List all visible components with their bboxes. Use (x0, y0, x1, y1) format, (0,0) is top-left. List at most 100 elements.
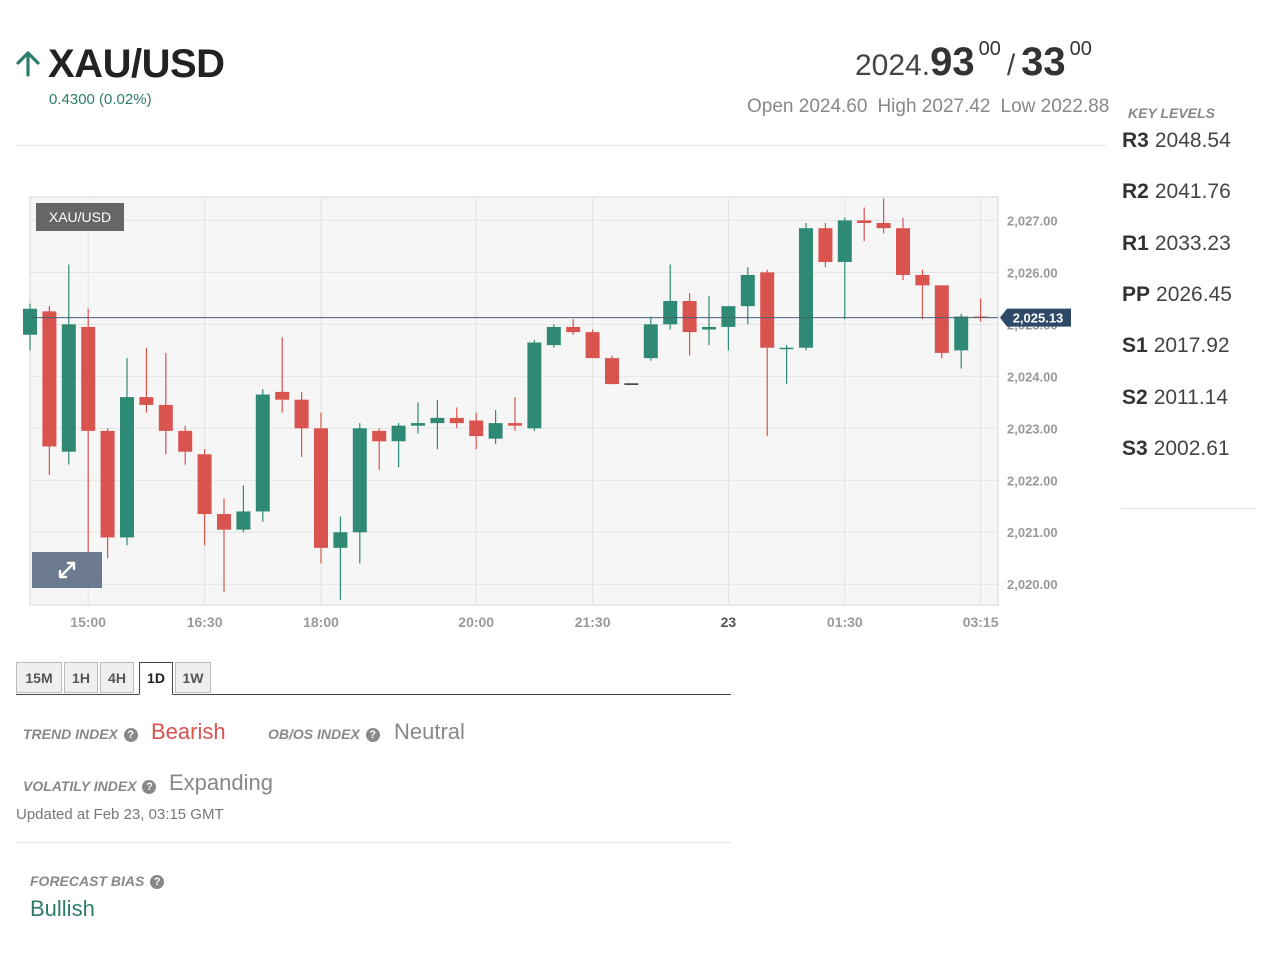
current-price-tag (1000, 308, 1071, 327)
candle (779, 347, 794, 350)
tab-4h[interactable]: 4H (100, 662, 134, 693)
key-level-label: R2 (1122, 180, 1149, 203)
tab-1d[interactable]: 1D (139, 662, 173, 695)
x-tick-label: 23 (721, 614, 737, 630)
y-tick-label: 2,026.00 (1007, 265, 1058, 280)
price-bid-big: 93 (930, 40, 975, 84)
key-level-s2: S2 2011.14 (1122, 386, 1228, 410)
price-display: 2024.93 00/33 00 (855, 38, 1092, 85)
key-level-value: 2041.76 (1154, 180, 1231, 203)
forecast-bias-label: FORECAST BIAS ? (30, 873, 165, 889)
key-level-label: S3 (1122, 437, 1148, 460)
help-icon[interactable]: ? (142, 780, 157, 794)
candle (139, 397, 154, 405)
y-tick-label: 2,022.00 (1007, 473, 1058, 488)
help-icon[interactable]: ? (123, 728, 138, 742)
tab-1w[interactable]: 1W (175, 662, 211, 693)
key-level-label: PP (1122, 283, 1151, 306)
forecast-bias-label-text: FORECAST BIAS (30, 873, 145, 889)
candle (760, 272, 775, 348)
candle (469, 420, 484, 437)
candlestick-chart[interactable]: 2,027.002,026.002,025.002,024.002,023.00… (0, 190, 1090, 640)
candle (61, 324, 76, 452)
key-level-s3: S3 2002.61 (1122, 437, 1230, 461)
x-tick-label: 03:15 (963, 614, 999, 630)
candle (42, 311, 57, 447)
key-level-pp: PP 2026.45 (1122, 283, 1232, 307)
key-level-label: S1 (1122, 334, 1148, 357)
candle (411, 423, 425, 426)
candle (372, 430, 387, 442)
key-level-s1: S1 2017.92 (1122, 334, 1230, 358)
candle (934, 285, 949, 353)
candle (178, 430, 193, 452)
obos-index-label-text: OB/OS INDEX (268, 726, 360, 742)
candle (391, 425, 406, 442)
candle (585, 332, 600, 359)
key-level-r1: R1 2033.23 (1122, 232, 1231, 256)
chart-symbol-tag: XAU/USD (36, 203, 124, 231)
candle (643, 324, 658, 359)
key-level-label: S2 (1122, 386, 1148, 409)
timeframe-tabs: 15M 1H 4H 1D 1W (16, 662, 731, 695)
candle (876, 222, 891, 229)
help-icon[interactable]: ? (365, 728, 380, 742)
high-value: High 2027.42 (877, 96, 991, 117)
tab-15m[interactable]: 15M (16, 662, 62, 693)
price-change: 0.4300 (0.02%) (49, 91, 152, 108)
candle (799, 228, 813, 348)
expand-icon (58, 561, 76, 579)
candle (314, 428, 328, 548)
key-level-label: R1 (1122, 232, 1149, 255)
current-price-label: 2,025.13 (1013, 311, 1064, 326)
y-tick-label: 2,021.00 (1007, 525, 1058, 540)
x-tick-label: 01:30 (827, 614, 863, 630)
candle (81, 326, 96, 431)
price-ask-small: 00 (1069, 38, 1092, 60)
candle (721, 306, 736, 327)
candle (430, 417, 445, 424)
candle (508, 423, 522, 426)
plot-area (29, 196, 999, 606)
header-divider (16, 145, 1106, 146)
key-level-value: 2017.92 (1153, 334, 1230, 357)
price-separator: / (1006, 49, 1016, 82)
candle (915, 274, 930, 286)
forecast-bias-value: Bullish (30, 896, 95, 921)
section-divider (16, 842, 731, 843)
y-tick-label: 2,027.00 (1007, 213, 1058, 228)
candle (352, 428, 367, 533)
candle (294, 399, 309, 429)
candle (333, 532, 348, 548)
key-level-value: 2033.23 (1154, 232, 1231, 255)
tab-1h[interactable]: 1H (64, 662, 98, 693)
candle (120, 397, 134, 538)
x-tick-label: 15:00 (70, 614, 106, 630)
y-tick-label: 2,020.00 (1007, 577, 1058, 592)
y-tick-label: 2,023.00 (1007, 421, 1058, 436)
fullscreen-button[interactable] (32, 552, 102, 588)
open-value: Open 2024.60 (747, 96, 868, 117)
candle (818, 228, 833, 262)
key-level-label: R3 (1122, 129, 1149, 152)
candle (197, 454, 212, 515)
obos-index-label: OB/OS INDEX ? (268, 726, 380, 742)
candle (488, 423, 503, 439)
key-levels-title: KEY LEVELS (1128, 105, 1215, 121)
symbol-title: XAU/USD (48, 42, 225, 86)
key-levels-divider (1121, 508, 1256, 509)
low-value: Low 2022.88 (1000, 96, 1110, 117)
candle (857, 220, 872, 223)
x-tick-label: 20:00 (458, 614, 494, 630)
arrow-up-icon (16, 51, 40, 77)
trend-index-label: TREND INDEX ? (23, 726, 138, 742)
candle (158, 404, 173, 431)
candle (527, 342, 542, 429)
candle (663, 300, 678, 325)
x-tick-label: 21:30 (575, 614, 611, 630)
trend-index-value: Bearish (151, 719, 226, 744)
candle (896, 228, 910, 275)
volatility-index-label-text: VOLATILY INDEX (23, 778, 137, 794)
candle (954, 316, 969, 351)
help-icon[interactable]: ? (150, 875, 165, 889)
